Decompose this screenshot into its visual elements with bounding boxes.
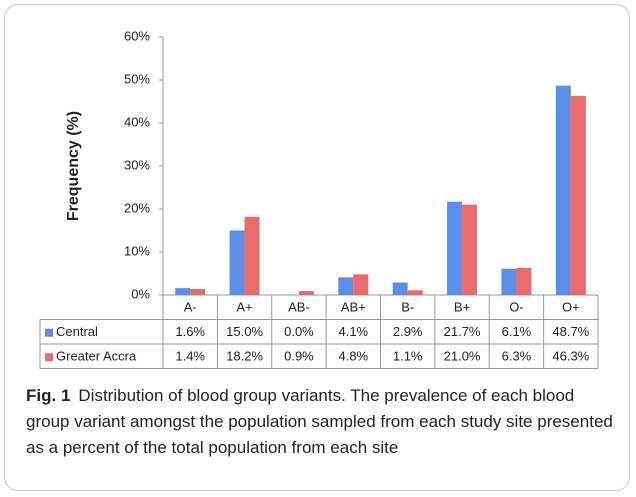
x-tick-label: O- <box>509 300 523 315</box>
bar <box>501 268 517 295</box>
table-cell: 15.0% <box>226 324 263 339</box>
bar <box>298 291 314 295</box>
table-cell: 6.1% <box>502 324 532 339</box>
table-cell: 48.7% <box>552 324 589 339</box>
caption: Fig. 1 Distribution of blood group varian… <box>26 383 622 461</box>
x-tick-label: B- <box>401 300 414 315</box>
legend-label: Greater Accra <box>56 349 137 364</box>
x-tick-label: AB+ <box>341 300 366 315</box>
legend-swatch <box>45 328 53 337</box>
caption-text: Distribution of blood group variants. Th… <box>26 386 613 457</box>
legend-label: Central <box>56 324 98 339</box>
y-tick-label: 50% <box>124 71 150 86</box>
x-tick-label: AB- <box>288 300 310 315</box>
bar <box>516 267 532 295</box>
y-tick-label: 10% <box>124 243 150 258</box>
bar <box>392 282 408 295</box>
table-cell: 0.9% <box>284 349 314 364</box>
bar <box>175 288 191 295</box>
figure-frame <box>4 4 630 491</box>
table-cell: 6.3% <box>502 349 532 364</box>
chart: Frequency (%) 0% 10% 20% 30% 40% 50% 60% A- A+ AB… <box>39 28 599 369</box>
bar <box>229 230 245 295</box>
bar <box>190 288 206 295</box>
bar <box>462 204 478 295</box>
y-tick-label: 30% <box>124 157 150 172</box>
table-cell: 1.4% <box>175 349 205 364</box>
bar <box>407 290 423 295</box>
x-tick-label: B+ <box>454 300 470 315</box>
table-cell: 4.1% <box>338 324 368 339</box>
table-cell: 1.1% <box>393 349 423 364</box>
legend-swatch <box>45 353 53 362</box>
table-cell: 2.9% <box>393 324 423 339</box>
table-cell: 46.3% <box>552 349 589 364</box>
y-tick-label: 60% <box>124 28 150 43</box>
table-cell: 1.6% <box>175 324 205 339</box>
y-axis-label: Frequency (%) <box>65 111 82 221</box>
bar <box>353 274 369 295</box>
caption-label: Fig. 1 <box>26 386 71 405</box>
y-tick-label: 40% <box>124 114 150 129</box>
x-tick-label: A+ <box>236 300 252 315</box>
x-tick-label: O+ <box>562 300 580 315</box>
y-tick-label: 20% <box>124 200 150 215</box>
bar <box>244 216 260 295</box>
table-cell: 21.0% <box>444 349 481 364</box>
table-cell: 0.0% <box>284 324 314 339</box>
bar <box>555 85 571 295</box>
y-tick-label: 0% <box>131 286 150 301</box>
bar <box>447 201 463 295</box>
table-cell: 18.2% <box>226 349 263 364</box>
bar <box>570 95 586 295</box>
bar <box>338 277 354 295</box>
table-cell: 21.7% <box>444 324 481 339</box>
x-tick-label: A- <box>184 300 197 315</box>
table-cell: 4.8% <box>338 349 368 364</box>
